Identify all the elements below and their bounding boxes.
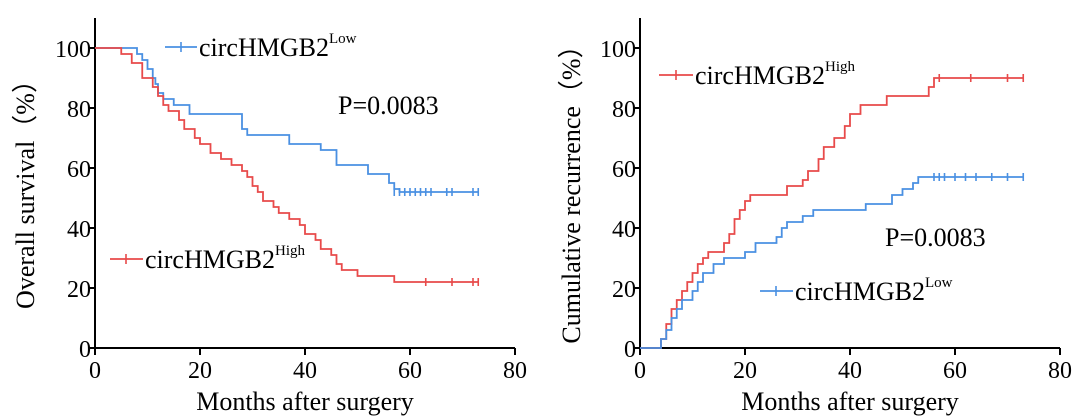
y-tick-label: 20 [67,277,91,303]
x-tick-label: 0 [634,358,646,384]
legend-label-sup: High [275,243,306,259]
x-tick-label: 20 [733,358,757,384]
legend-label-sup: High [825,59,856,75]
legend-label-base: circHMGB2 [695,61,825,90]
km-curve-low [95,47,479,193]
legend-entry-low: circHMGB2Low [760,275,953,306]
y-tick-label: 20 [612,277,636,303]
y-tick-label: 60 [67,157,91,183]
x-tick-label: 40 [293,358,317,384]
x-tick-label: 80 [1048,358,1072,384]
axis-ticks: 0 20 40 60 80 0 20 40 60 80 100 [600,37,1072,384]
km-curves [640,74,1025,349]
x-tick-label: 60 [398,358,422,384]
y-tick-label: 60 [612,157,636,183]
legend-entry-high: circHMGB2High [659,59,855,90]
x-tick-label: 0 [89,358,101,384]
x-tick-label: 20 [188,358,212,384]
legend-entry-high: circHMGB2High [110,243,305,274]
y-tick-label: 100 [600,37,636,63]
y-tick-label: 0 [79,337,91,363]
axis-ticks: 0 20 40 60 80 0 20 40 60 80 100 [55,37,527,384]
svg-text:circHMGB2High: circHMGB2High [695,59,855,90]
y-axis-title: Overall survival（%） [11,67,40,309]
svg-text:circHMGB2High: circHMGB2High [145,243,305,274]
x-axis-title: Months after surgery [196,387,414,416]
km-curve-high [640,77,1024,349]
svg-text:circHMGB2Low: circHMGB2Low [795,275,953,306]
legend-label-base: circHMGB2 [145,245,275,274]
km-curve-low [640,176,1024,349]
legend-label-base: circHMGB2 [199,33,329,62]
y-tick-label: 0 [624,337,636,363]
x-tick-label: 80 [503,358,527,384]
legend-label-sup: Low [925,275,953,291]
y-tick-label: 40 [612,217,636,243]
legend-label-base: circHMGB2 [795,277,925,306]
y-tick-label: 40 [67,217,91,243]
x-tick-label: 60 [943,358,967,384]
p-value-annotation: P=0.0083 [885,223,986,252]
km-curve-high [95,47,479,283]
legend-label-sup: Low [329,31,357,47]
y-axis-title: Cumulative recurrence（%） [557,32,586,343]
km-curves [95,47,480,286]
y-tick-label: 80 [612,97,636,123]
y-tick-label: 100 [55,37,91,63]
svg-text:circHMGB2Low: circHMGB2Low [199,31,357,62]
x-axis-title: Months after surgery [741,387,959,416]
cumulative-recurrence-chart: 0 20 40 60 80 0 20 40 60 80 100 Months after surge… [557,18,1072,416]
x-tick-label: 40 [838,358,862,384]
legend-entry-low: circHMGB2Low [165,31,357,62]
p-value-annotation: P=0.0083 [338,91,439,120]
y-tick-label: 80 [67,97,91,123]
overall-survival-chart: 0 20 40 60 80 0 20 40 60 80 100 Months after surge… [11,18,527,416]
